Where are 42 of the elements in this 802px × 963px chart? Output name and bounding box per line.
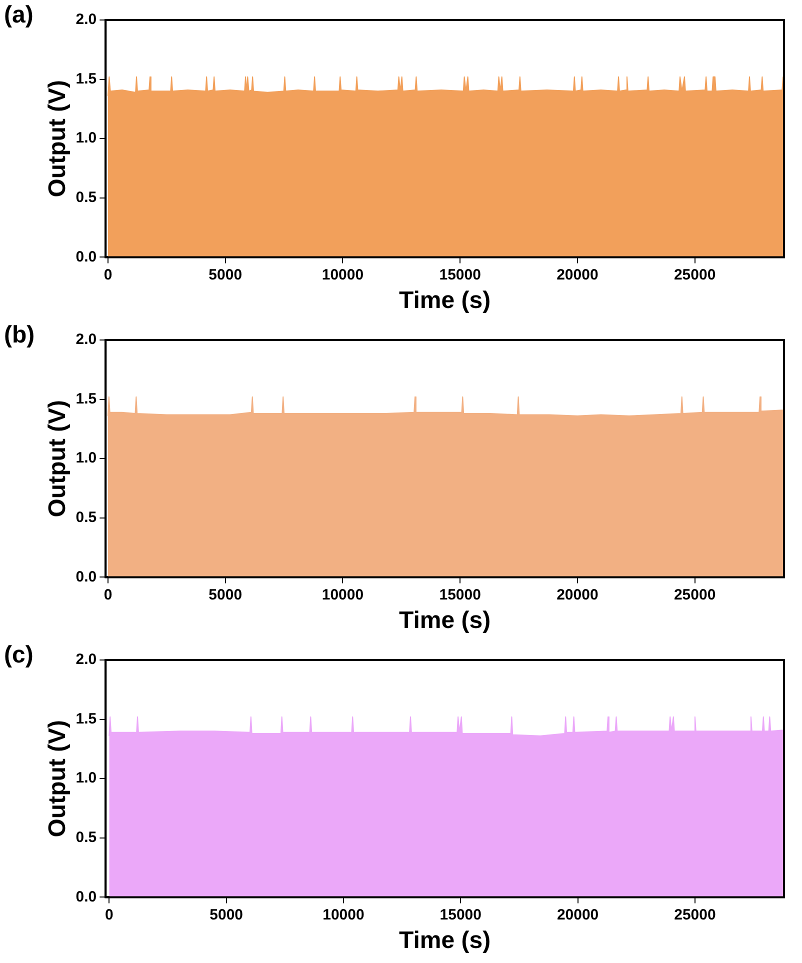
- x-tick-label: 25000: [674, 906, 716, 924]
- y-tick-label: 1.0: [76, 450, 97, 467]
- y-tick-label: 0.5: [76, 829, 97, 846]
- x-tick-label: 5000: [208, 266, 242, 284]
- x-tick-label: 20000: [556, 586, 598, 604]
- y-tick-label: 1.5: [76, 710, 97, 728]
- y-tick-label: 1.0: [76, 130, 97, 147]
- y-tick-label: 0.5: [76, 189, 97, 206]
- x-tick-label: 10000: [322, 586, 364, 604]
- x-tick-label: 25000: [674, 586, 716, 604]
- x-tick-label: 20000: [556, 266, 598, 284]
- y-tick-label: 2.0: [76, 331, 97, 348]
- chart-title: (b): [4, 322, 35, 349]
- x-tick-label: 15000: [439, 586, 481, 604]
- y-axis-title: Output (V): [44, 80, 72, 198]
- x-tick-label: 0: [104, 906, 114, 924]
- x-tick-label: 5000: [210, 906, 244, 924]
- y-tick-label: 0.0: [76, 568, 97, 586]
- y-tick-label: 1.5: [76, 390, 97, 408]
- chart-title: (a): [4, 2, 34, 29]
- x-axis-title: Time (s): [399, 927, 491, 954]
- x-tick-label: 0: [104, 586, 112, 604]
- y-axis-title: Output (V): [44, 400, 72, 518]
- chart-title: (c): [4, 642, 34, 669]
- y-tick-label: 0.0: [76, 248, 97, 266]
- y-tick-label: 2.0: [76, 651, 97, 668]
- x-tick-label: 15000: [440, 906, 482, 924]
- x-tick-label: 0: [104, 266, 112, 284]
- y-tick-label: 2.0: [76, 11, 97, 28]
- x-tick-label: 20000: [556, 906, 599, 924]
- x-tick-label: 10000: [322, 906, 364, 924]
- y-tick-label: 0.5: [76, 509, 97, 526]
- x-axis-title: Time (s): [399, 287, 491, 314]
- y-tick-label: 1.5: [76, 70, 97, 88]
- x-tick-label: 25000: [674, 266, 716, 284]
- x-tick-label: 5000: [208, 586, 242, 604]
- x-axis-title: Time (s): [399, 607, 491, 634]
- x-tick-label: 10000: [322, 266, 364, 284]
- y-axis-title: Output (V): [44, 720, 72, 838]
- x-tick-label: 15000: [439, 266, 481, 284]
- y-tick-label: 1.0: [76, 770, 97, 787]
- y-tick-label: 0.0: [76, 888, 97, 906]
